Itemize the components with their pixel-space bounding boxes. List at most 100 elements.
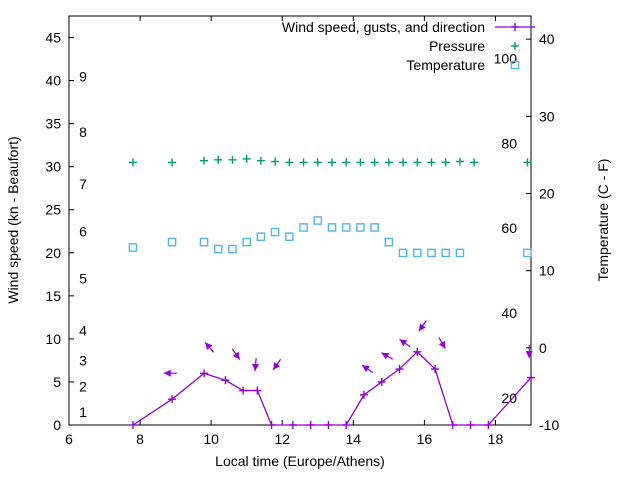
arrow-head xyxy=(381,352,390,360)
series-pressure xyxy=(128,154,532,167)
plus-marker xyxy=(413,347,422,356)
fahrenheit-label: 40 xyxy=(501,305,517,321)
y2-tick-label: 40 xyxy=(539,31,555,47)
plus-marker xyxy=(511,42,519,50)
plus-marker xyxy=(359,390,368,399)
wind-direction-arrow xyxy=(438,337,446,349)
beaufort-label: 6 xyxy=(79,223,87,239)
plus-marker xyxy=(299,158,308,167)
square-marker xyxy=(356,223,365,232)
plus-marker xyxy=(256,156,265,165)
plus-marker xyxy=(214,155,223,164)
plus-marker xyxy=(313,158,322,167)
plus-marker xyxy=(470,158,479,167)
plus-marker xyxy=(441,158,450,167)
fahrenheit-label: 20 xyxy=(501,390,517,406)
y-tick-label: 5 xyxy=(53,374,61,390)
square-marker xyxy=(213,244,223,254)
plus-marker xyxy=(253,386,262,395)
plus-marker xyxy=(128,158,137,167)
square-marker xyxy=(199,237,209,247)
square-marker xyxy=(313,216,323,225)
fahrenheit-label: 80 xyxy=(501,135,517,151)
plus-marker xyxy=(448,421,457,429)
series-temperature xyxy=(128,216,532,258)
plus-marker xyxy=(221,376,230,385)
y-tick-label: 10 xyxy=(45,331,61,347)
plus-marker xyxy=(511,23,519,31)
square-marker xyxy=(299,223,308,232)
plus-marker xyxy=(342,158,351,167)
y-tick-label: 45 xyxy=(45,30,61,46)
y-axis-title: Wind speed (kn - Beaufort) xyxy=(5,136,21,303)
plus-marker xyxy=(288,421,297,429)
y2-tick-label: 30 xyxy=(539,108,555,124)
plus-marker xyxy=(356,158,365,167)
plus-marker xyxy=(455,157,464,166)
beaufort-label: 9 xyxy=(79,68,87,84)
square-marker xyxy=(270,227,280,237)
plus-marker xyxy=(327,158,336,167)
plus-marker xyxy=(285,158,294,167)
y2-tick-label: 20 xyxy=(539,185,555,201)
square-marker xyxy=(455,248,465,258)
plus-marker xyxy=(370,158,379,167)
wind-direction-arrow xyxy=(163,369,177,377)
plus-marker xyxy=(413,158,422,167)
plus-marker xyxy=(399,158,408,167)
x-axis-title: Local time (Europe/Athens) xyxy=(215,453,385,469)
beaufort-label: 7 xyxy=(79,176,87,192)
y2-axis-ticks: -10 0 10 20 30 40 xyxy=(526,31,559,433)
y2-axis-title: Temperature (C - F) xyxy=(595,159,611,282)
plus-marker xyxy=(239,386,248,395)
square-marker xyxy=(341,223,351,232)
x-tick-label: 12 xyxy=(274,431,290,447)
plus-marker xyxy=(342,421,351,429)
x-tick-label: 14 xyxy=(346,431,362,447)
fahrenheit-label: 100 xyxy=(494,50,518,66)
square-marker xyxy=(128,243,138,252)
y-tick-label: 40 xyxy=(45,73,61,89)
square-marker xyxy=(228,244,237,254)
y-tick-label: 15 xyxy=(45,288,61,304)
plus-marker xyxy=(200,369,209,378)
wind-direction-arrow xyxy=(525,345,533,359)
square-marker xyxy=(256,232,266,242)
arrow-head xyxy=(438,340,446,349)
wind-direction-arrow xyxy=(361,364,374,374)
y-tick-label: 20 xyxy=(45,245,61,261)
beaufort-label: 1 xyxy=(79,404,87,420)
wind-direction-arrow xyxy=(252,358,260,372)
plus-marker xyxy=(431,365,440,374)
y2-tick-label: -10 xyxy=(539,417,559,433)
plus-marker xyxy=(527,373,535,382)
x-tick-label: 8 xyxy=(136,431,144,447)
beaufort-scale-labels: 1 2 3 4 5 6 7 8 9 xyxy=(79,68,87,420)
square-marker xyxy=(412,248,422,258)
y-tick-label: 30 xyxy=(45,159,61,175)
y-tick-label: 35 xyxy=(45,116,61,132)
wind-direction-arrow xyxy=(399,338,411,348)
beaufort-label: 4 xyxy=(79,322,87,338)
wind-direction-arrow xyxy=(418,320,427,332)
plus-marker xyxy=(377,377,386,386)
legend-label: Temperature xyxy=(406,57,485,73)
wind-direction-arrow xyxy=(231,348,241,360)
arrow-head xyxy=(273,362,281,370)
y2-tick-label: 10 xyxy=(539,263,555,279)
y2-tick-label: 0 xyxy=(539,340,547,356)
square-marker xyxy=(523,248,532,258)
square-marker xyxy=(370,223,379,232)
plus-marker xyxy=(271,157,280,166)
plus-marker xyxy=(128,421,137,429)
plus-marker xyxy=(324,421,333,429)
plus-marker xyxy=(523,158,532,167)
square-marker xyxy=(427,248,436,258)
plus-marker xyxy=(384,158,393,167)
arrow-head xyxy=(525,351,533,359)
square-marker xyxy=(384,237,394,247)
series-line xyxy=(132,350,532,426)
